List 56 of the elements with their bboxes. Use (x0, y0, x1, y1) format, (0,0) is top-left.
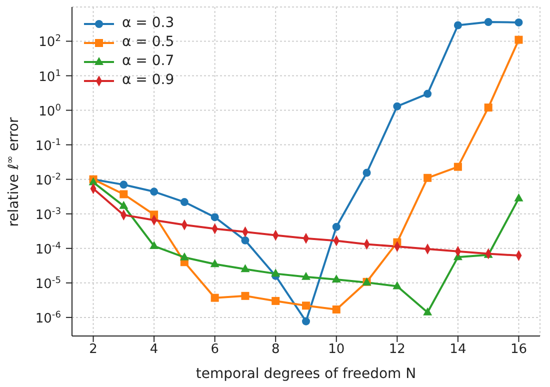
point (150, 241, 159, 250)
y-tick-label: 10$^{-4}$ (35, 241, 62, 258)
legend-label: α = 0.5 (122, 33, 174, 52)
y-tick-label: 10$^{-6}$ (35, 310, 62, 326)
point (180, 252, 189, 260)
point (514, 193, 524, 202)
point (210, 213, 219, 222)
point (302, 317, 310, 326)
point (424, 90, 432, 98)
y-tick-label: 10$^{-1}$ (35, 138, 61, 154)
point (241, 292, 250, 300)
point (484, 18, 492, 26)
x-tick-label: 10 (328, 342, 345, 358)
point (332, 222, 340, 231)
point (271, 268, 280, 277)
y-tick-label: 10$^{0}$ (38, 103, 62, 120)
y-tick-label: 10$^{-2}$ (35, 172, 61, 188)
legend-label: α = 0.7 (122, 52, 174, 71)
legend-label: α = 0.3 (122, 14, 174, 33)
x-axis-title: temporal degrees of freedom N (196, 366, 416, 382)
point (210, 294, 219, 302)
y-tick-label: 10$^{-5}$ (35, 276, 61, 292)
y-tick-label: 10$^{2}$ (38, 34, 61, 50)
point (240, 264, 250, 272)
point (454, 21, 462, 30)
point (332, 274, 341, 282)
point (424, 174, 432, 182)
y-tick-label: 10$^{1}$ (38, 68, 61, 85)
point (241, 236, 250, 244)
point (150, 188, 158, 196)
point (180, 198, 188, 206)
legend-label: α = 0.9 (122, 71, 174, 90)
point (120, 190, 128, 198)
point (454, 162, 462, 171)
y-tick-label: 10$^{-3}$ (35, 206, 62, 223)
point (392, 281, 402, 290)
x-tick-label: 4 (150, 342, 158, 358)
point (514, 18, 523, 26)
point (302, 302, 310, 310)
point (210, 259, 220, 268)
point (272, 296, 280, 305)
x-tick-label: 16 (510, 342, 527, 358)
x-tick-label: 2 (89, 342, 98, 358)
point (393, 102, 402, 110)
x-tick-label: 14 (450, 342, 466, 358)
x-tick-label: 8 (271, 342, 280, 358)
point (120, 180, 128, 189)
point (119, 200, 128, 209)
point (514, 36, 523, 44)
point (423, 307, 432, 316)
point (484, 104, 492, 112)
point (362, 168, 371, 177)
point (332, 305, 340, 314)
x-tick-label: 12 (388, 342, 406, 358)
point (302, 272, 310, 280)
x-tick-label: 6 (210, 342, 219, 358)
